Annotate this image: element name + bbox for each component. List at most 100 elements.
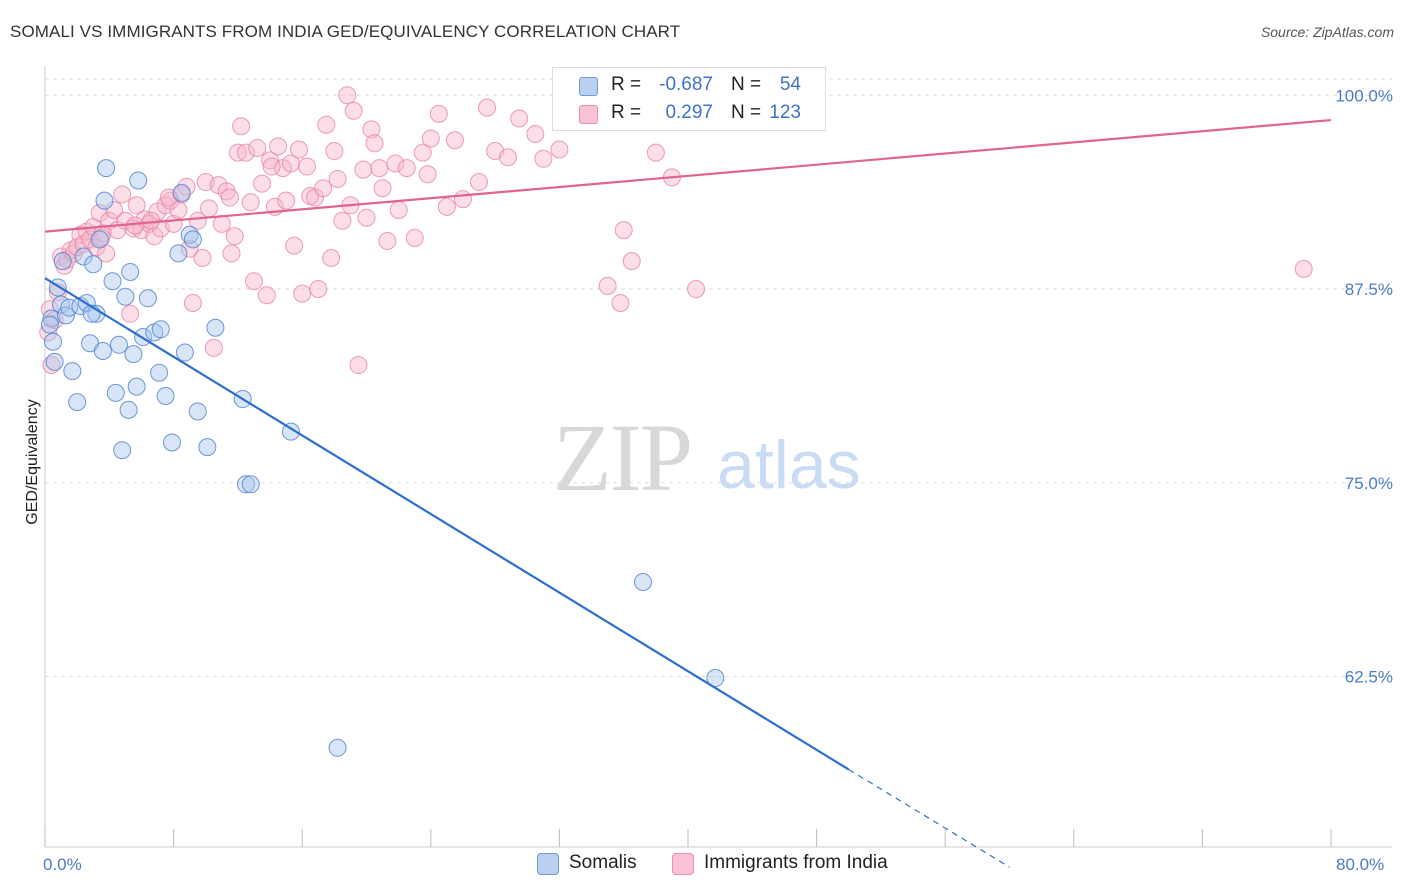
somalis-point-47 [241,475,260,494]
somalis-point-37 [169,244,188,263]
legend-n-label: N = [731,102,762,123]
legend-r-label: R = [611,74,642,95]
india-point-108 [550,140,569,159]
somalis-point-38 [172,183,191,202]
india-point-23 [113,185,132,204]
chart-source: Source: ZipAtlas.com [1260,24,1394,40]
india-point-27 [127,196,146,215]
correlation-legend: R = -0.687 N = 54 R = 0.297 N = 123 [552,67,826,131]
somalis-point-42 [188,402,207,421]
somalis-point-33 [150,363,169,382]
india-point-95 [418,165,437,184]
legend-label-somalis: Somalis [569,852,637,873]
y-tick-label-2: 87.5% [1345,280,1393,299]
legend-swatch-india [579,105,598,124]
india-point-40 [180,239,199,258]
india-point-122 [262,157,281,176]
y-axis-label: GED/Equivalency [24,399,41,524]
x-tick-label-1: 80.0% [1336,855,1384,874]
india-point-106 [526,125,545,143]
somalis-point-51 [706,669,725,688]
india-point-91 [389,200,408,219]
india-point-112 [622,252,641,271]
india-point-84 [357,208,376,227]
somalis-point-21 [106,383,125,402]
somalis-point-7 [60,298,79,317]
y-tick-labels: 62.5% 75.0% 87.5% 100.0% [1335,86,1393,686]
somalis-point-49 [328,738,347,757]
india-point-56 [244,272,263,291]
india-point-94 [413,143,432,162]
somalis-point-25 [119,400,138,419]
india-point-50 [220,188,239,207]
chart-title: SOMALI VS IMMIGRANTS FROM INDIA GED/EQUI… [10,22,681,41]
india-point-90 [386,154,405,173]
india-point-99 [445,131,464,150]
india-point-58 [253,174,272,193]
somalis-point-27 [124,345,143,364]
trend-lines [44,118,1332,868]
somalis-point-41 [183,230,202,249]
india-point-105 [510,109,529,128]
india-point-78 [333,211,352,230]
india-point-102 [478,98,497,117]
india-point-57 [248,138,267,157]
india-point-74 [317,115,336,134]
india-point-2 [42,355,61,374]
india-point-42 [188,211,207,230]
india-point-93 [405,228,424,247]
india-point-59 [257,286,276,305]
somalis-point-46 [236,475,255,494]
somalis-point-43 [198,438,217,457]
somalis-point-26 [121,262,140,281]
india-point-83 [354,160,373,179]
india-point-37 [169,200,188,219]
india-point-86 [365,134,384,153]
somalis-point-9 [68,393,87,412]
india-point-39 [177,177,196,196]
somalis-point-44 [206,318,225,337]
somalis-point-23 [113,441,132,460]
legend-n-label: N = [731,74,762,95]
india-point-46 [204,338,223,357]
india-point-55 [241,193,260,212]
india-point-76 [325,142,344,161]
legend-row-somalis: R = -0.687 N = 54 [553,72,825,100]
india-point-104 [498,148,517,167]
legend-r-value: 0.297 [665,102,713,123]
series-india-points [39,86,1313,374]
india-trend-line [44,118,1332,233]
india-point-96 [421,129,440,148]
india-point-67 [289,140,308,159]
india-point-72 [309,280,328,298]
india-point-121 [222,244,241,263]
india-point-51 [225,227,244,246]
india-point-75 [322,249,341,267]
x-tick-label-0: 0.0% [43,855,82,874]
somalis-point-36 [162,433,181,452]
somalis-point-34 [151,320,170,339]
somalis-point-28 [127,377,146,396]
somalis-point-1 [44,332,63,351]
india-point-54 [236,143,255,162]
india-point-53 [232,117,251,136]
india-point-116 [1294,259,1313,278]
india-point-45 [199,199,218,218]
somalis-trend-extension [848,768,1010,868]
india-point-119 [142,211,161,230]
india-point-69 [298,157,317,176]
india-point-100 [453,190,472,209]
somalis-trend-line [44,277,850,771]
y-tick-label-0: 62.5% [1345,668,1393,687]
y-tick-label-1: 75.0% [1345,474,1393,493]
india-point-41 [183,293,202,312]
watermark-atlas: atlas [717,427,861,503]
somalis-point-2 [45,352,64,371]
india-point-101 [470,173,489,192]
grid-lines [45,78,1392,677]
somalis-point-19 [95,191,114,210]
legend-r-label: R = [611,102,642,123]
legend-n-value: 54 [779,74,801,95]
somalis-point-14 [84,255,103,274]
india-point-64 [277,191,296,210]
